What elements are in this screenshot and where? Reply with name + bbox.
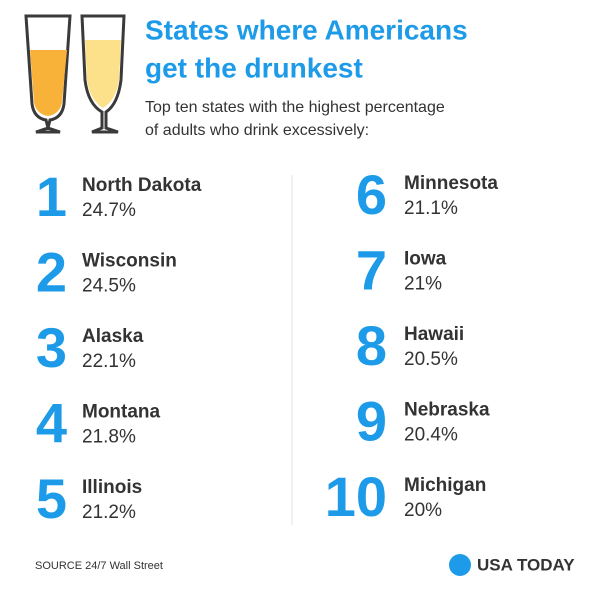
rank: 1 (36, 165, 67, 228)
state-value: 21.8% (82, 427, 136, 448)
ranking-list: 1 North Dakota 24.7% 2 Wisconsin 24.5% 3 Alaska… (36, 163, 499, 530)
rank: 3 (36, 316, 67, 379)
subtitle-line: Top ten states with the highest percenta… (145, 99, 445, 116)
beer-glasses (24, 14, 126, 134)
state-name: Wisconsin (82, 251, 177, 272)
state-name: Nebraska (404, 400, 490, 421)
state-name: Illinois (82, 477, 142, 498)
state-name: Hawaii (404, 324, 464, 345)
rank: 10 (325, 465, 387, 528)
state-value: 21% (404, 274, 442, 295)
state-value: 20.5% (404, 349, 458, 370)
rank: 5 (36, 467, 67, 530)
state-name: Montana (82, 402, 161, 423)
beer-right (85, 40, 121, 108)
state-value: 24.5% (82, 276, 136, 297)
subtitle-line: of adults who drink excessively: (145, 122, 369, 139)
title-line: States where Americans (145, 14, 468, 45)
state-name: Iowa (404, 249, 447, 270)
state-name: Minnesota (404, 173, 498, 194)
rank: 8 (356, 314, 387, 377)
state-value: 20% (404, 500, 442, 521)
rank: 2 (36, 240, 67, 303)
state-value: 21.2% (82, 502, 136, 523)
source: SOURCE 24/7 Wall Street (35, 560, 163, 572)
title-line: get the drunkest (145, 52, 363, 83)
state-name: Michigan (404, 475, 486, 496)
state-name: North Dakota (82, 175, 202, 196)
rank: 7 (356, 238, 387, 301)
rank: 4 (36, 391, 67, 454)
state-value: 20.4% (404, 425, 458, 446)
rank: 6 (356, 163, 387, 226)
state-value: 24.7% (82, 200, 136, 221)
state-value: 22.1% (82, 351, 136, 372)
state-value: 21.1% (404, 198, 458, 219)
beer-left (30, 50, 67, 116)
rank: 9 (356, 389, 387, 452)
state-name: Alaska (82, 326, 144, 347)
logo-dot (449, 554, 471, 576)
logo-text: USA TODAY (477, 555, 575, 574)
